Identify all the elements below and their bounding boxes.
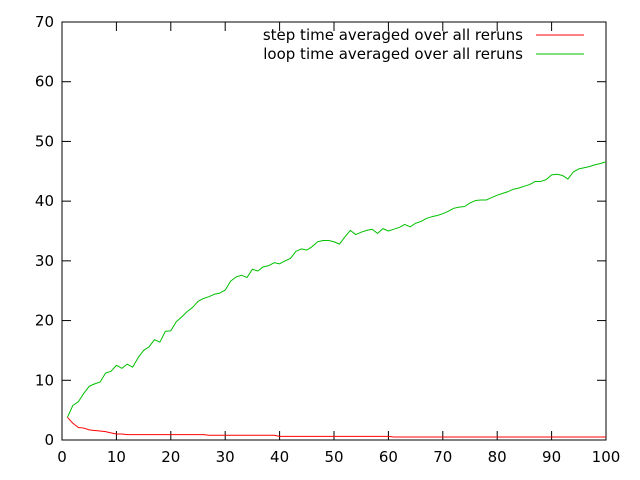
y-tick-label: 70 (35, 13, 54, 31)
x-tick-label: 30 (216, 448, 235, 466)
x-tick-label: 50 (324, 448, 343, 466)
x-tick-label: 20 (161, 448, 180, 466)
plot-area-frame (61, 21, 607, 441)
legend-label-1: step time averaged over all reruns (263, 26, 523, 44)
x-tick-label: 0 (57, 448, 67, 466)
y-tick-label: 50 (35, 132, 54, 150)
x-tick-label: 100 (592, 448, 621, 466)
y-tick-label: 20 (35, 312, 54, 330)
axis-tick-labels: 0 10 20 30 40 50 60 70 80 90 100 0 10 20 30 40 50 60 70 (35, 13, 620, 466)
y-tick-label: 10 (35, 371, 54, 389)
y-tick-label: 40 (35, 192, 54, 210)
series-line-2 (66, 161, 607, 418)
x-tick-label: 10 (107, 448, 126, 466)
x-tick-label: 80 (488, 448, 507, 466)
x-tick-label: 60 (379, 448, 398, 466)
legend-label-2: loop time averaged over all reruns (263, 45, 523, 63)
series-lines (66, 161, 607, 438)
axis-ticks (61, 21, 607, 441)
x-tick-label: 70 (433, 448, 452, 466)
x-tick-label: 90 (542, 448, 561, 466)
y-tick-label: 30 (35, 252, 54, 270)
y-tick-label: 60 (35, 73, 54, 91)
series-line-1 (67, 416, 606, 438)
y-tick-label: 0 (44, 431, 54, 449)
x-tick-label: 40 (270, 448, 289, 466)
